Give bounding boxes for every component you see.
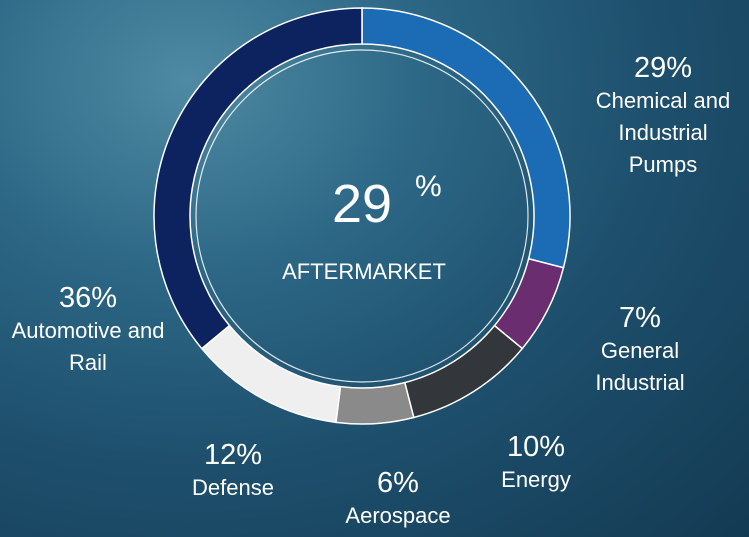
segment-label: 12%Defense — [178, 438, 288, 504]
value-label: 6% — [333, 466, 463, 500]
segment-label: 7%General Industrial — [585, 301, 695, 399]
category-label: Automotive and Rail — [8, 315, 168, 379]
category-label: Energy — [481, 464, 591, 496]
donut-segment — [362, 8, 570, 268]
segment-label: 10%Energy — [481, 430, 591, 496]
category-label: Aerospace — [333, 500, 463, 532]
donut-segment — [336, 383, 414, 424]
segment-label: 29%Chemical and Industrial Pumps — [583, 51, 743, 181]
value-label: 36% — [8, 281, 168, 315]
category-label: Chemical and Industrial Pumps — [583, 85, 743, 181]
value-label: 12% — [178, 438, 288, 472]
donut-segment — [154, 8, 362, 349]
chart: 29 % AFTERMARKET 29%Chemical and Industr… — [0, 0, 749, 537]
category-label: General Industrial — [585, 335, 695, 399]
donut-segment — [202, 326, 341, 423]
center-label: AFTERMARKET — [282, 259, 446, 284]
value-label: 10% — [481, 430, 591, 464]
value-label: 29% — [583, 51, 743, 85]
segment-label: 36%Automotive and Rail — [8, 281, 168, 379]
value-label: 7% — [585, 301, 695, 335]
center-unit: % — [415, 170, 442, 203]
segment-label: 6%Aerospace — [333, 466, 463, 532]
donut-segment — [405, 326, 522, 418]
category-label: Defense — [178, 472, 288, 504]
center-value: 29 — [332, 174, 392, 234]
